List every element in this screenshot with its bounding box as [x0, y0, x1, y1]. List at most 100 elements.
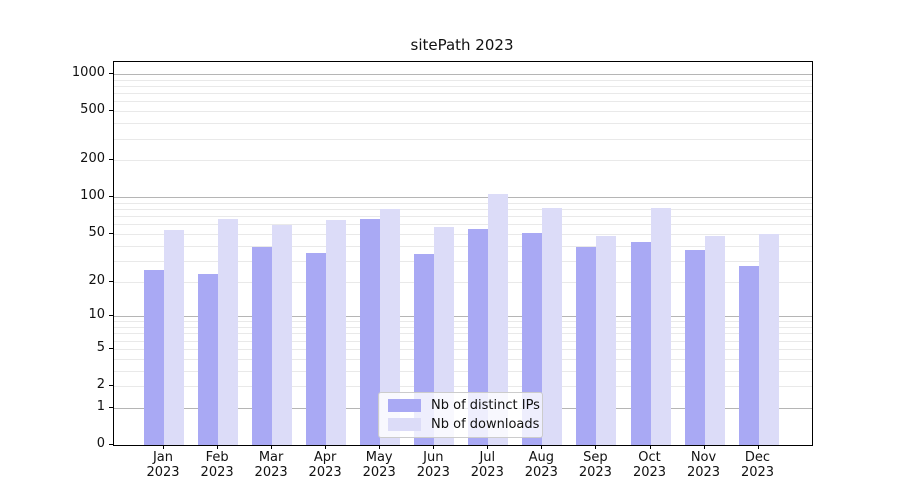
minor-gridline [114, 348, 812, 350]
bar-downloads-jan [164, 229, 184, 445]
x-tick-month: Nov [690, 450, 717, 465]
x-tick-mark [271, 445, 273, 449]
x-tick-month: May [365, 450, 393, 465]
x-tick-mark [487, 445, 489, 449]
minor-gridline [114, 123, 812, 125]
x-tick-mark [541, 445, 543, 449]
bar-downloads-mar [272, 225, 293, 445]
y-tick-label: 5 [96, 339, 105, 355]
x-tick-month: Oct [638, 450, 661, 465]
minor-gridline [114, 138, 812, 140]
bar-ips-may [360, 219, 381, 445]
x-tick-year: 2023 [578, 465, 612, 480]
major-gridline [114, 197, 812, 199]
y-tick-mark [109, 347, 113, 349]
bar-ips-feb [198, 274, 218, 445]
x-tick-mark [595, 445, 597, 449]
x-tick-year: 2023 [254, 465, 288, 480]
bar-downloads-sep [596, 236, 617, 445]
x-tick-year: 2023 [200, 465, 234, 480]
x-tick-month: Jul [479, 450, 496, 465]
y-tick-label: 2 [96, 377, 105, 392]
x-tick-label: Jan 2023 [123, 450, 203, 480]
x-tick-mark [325, 445, 327, 449]
bar-downloads-nov [704, 236, 725, 445]
minor-gridline [114, 233, 812, 235]
minor-gridline [114, 93, 812, 95]
y-tick-label: 500 [80, 102, 105, 118]
legend: Nb of distinct IPs Nb of downloads [378, 392, 543, 438]
minor-gridline [114, 260, 812, 262]
bar-downloads-jun [434, 227, 455, 445]
legend-label-downloads: Nb of downloads [431, 417, 540, 432]
minor-gridline [114, 202, 812, 204]
legend-label-ips: Nb of distinct IPs [431, 398, 540, 413]
y-tick-mark [109, 280, 113, 282]
y-tick-mark [109, 444, 113, 445]
minor-gridline [114, 111, 812, 113]
minor-gridline [114, 216, 812, 218]
downloads-series-swatch [388, 418, 421, 431]
x-tick-month: Aug [528, 450, 554, 465]
minor-gridline [114, 370, 812, 372]
x-tick-year: 2023 [362, 465, 396, 480]
x-tick-label: Jun 2023 [393, 450, 473, 480]
x-tick-label: Jul 2023 [447, 450, 527, 480]
x-tick-mark [433, 445, 435, 449]
minor-gridline [114, 333, 812, 335]
x-tick-year: 2023 [632, 465, 667, 480]
x-tick-year: 2023 [308, 465, 342, 480]
x-tick-label: Nov 2023 [664, 450, 744, 480]
x-tick-label: Dec 2023 [718, 450, 798, 480]
x-tick-month: Dec [744, 450, 771, 465]
y-tick-label: 50 [88, 224, 105, 240]
x-tick-month: Feb [205, 450, 229, 465]
y-tick-mark [109, 196, 113, 198]
minor-gridline [114, 86, 812, 87]
x-tick-mark [163, 445, 164, 449]
minor-gridline [114, 386, 812, 387]
y-tick-label: 1 [96, 398, 105, 414]
x-tick-label: Oct 2023 [610, 450, 690, 480]
major-gridline [114, 316, 812, 318]
x-tick-label: Apr 2023 [285, 450, 365, 480]
minor-gridline [114, 101, 812, 103]
ips-series-swatch [388, 399, 421, 412]
bar-ips-nov [684, 249, 705, 445]
x-tick-mark [703, 445, 705, 449]
minor-gridline [114, 245, 812, 247]
x-tick-label: Feb 2023 [177, 450, 257, 480]
x-tick-year: 2023 [146, 465, 180, 480]
y-tick-label: 100 [80, 188, 105, 204]
bar-ips-apr [306, 252, 327, 445]
bar-downloads-dec [758, 233, 779, 445]
minor-gridline [114, 327, 812, 328]
chart-title: sitePath 2023 [410, 36, 514, 54]
minor-gridline [114, 79, 812, 81]
plot-area [113, 61, 813, 446]
minor-gridline [114, 160, 812, 162]
minor-gridline [114, 281, 812, 283]
y-tick-mark [109, 73, 113, 74]
x-tick-mark [757, 445, 759, 449]
bar-downloads-feb [218, 219, 238, 445]
y-tick-mark [109, 385, 113, 386]
bar-downloads-apr [326, 220, 347, 445]
legend-entry-downloads: Nb of downloads [388, 417, 539, 432]
minor-gridline [114, 321, 812, 323]
x-tick-month: Jan [152, 450, 174, 465]
bar-downloads-oct [650, 208, 671, 445]
bar-downloads-jul [488, 193, 509, 445]
bar-downloads-aug [542, 208, 563, 445]
x-tick-label: May 2023 [339, 450, 419, 480]
bar-ips-mar [252, 246, 273, 445]
y-tick-mark [109, 315, 113, 317]
x-tick-mark [649, 445, 651, 449]
x-tick-mark [379, 445, 381, 449]
minor-gridline [114, 358, 812, 360]
bar-downloads-may [380, 209, 401, 445]
bar-ips-sep [576, 246, 597, 445]
legend-entry-ips: Nb of distinct IPs [388, 398, 540, 413]
y-tick-mark [109, 159, 113, 161]
